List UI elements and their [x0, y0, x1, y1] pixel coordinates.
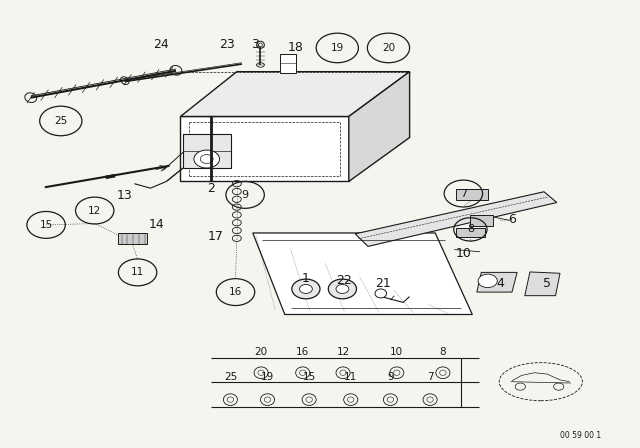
- Circle shape: [328, 279, 356, 299]
- Text: 15: 15: [40, 220, 52, 230]
- Text: 1: 1: [302, 272, 310, 285]
- Circle shape: [292, 279, 320, 299]
- Text: 15: 15: [303, 372, 316, 382]
- Text: 10: 10: [390, 347, 403, 357]
- Text: 13: 13: [117, 189, 132, 202]
- Text: 20: 20: [382, 43, 395, 53]
- Polygon shape: [349, 72, 410, 181]
- Text: 14: 14: [149, 217, 164, 231]
- Text: 19: 19: [261, 372, 274, 382]
- Polygon shape: [253, 233, 472, 314]
- Polygon shape: [456, 228, 485, 237]
- Text: 18: 18: [288, 41, 303, 55]
- Text: 12: 12: [337, 347, 349, 357]
- Text: 25: 25: [224, 372, 237, 382]
- Polygon shape: [280, 54, 296, 73]
- Circle shape: [300, 284, 312, 293]
- Text: 25: 25: [54, 116, 67, 126]
- Polygon shape: [525, 272, 560, 296]
- Polygon shape: [180, 72, 410, 116]
- Circle shape: [336, 284, 349, 293]
- Text: 16: 16: [229, 287, 242, 297]
- Text: 8: 8: [440, 347, 446, 357]
- Text: 5: 5: [543, 276, 551, 290]
- Text: 9: 9: [241, 190, 249, 200]
- Text: 11: 11: [131, 267, 144, 277]
- Ellipse shape: [375, 289, 387, 298]
- Text: 6: 6: [508, 213, 516, 226]
- Text: 16: 16: [296, 347, 309, 357]
- Text: 12: 12: [88, 206, 101, 215]
- FancyBboxPatch shape: [183, 134, 231, 168]
- Text: 20: 20: [255, 347, 268, 357]
- Text: 3: 3: [251, 38, 259, 52]
- FancyBboxPatch shape: [456, 189, 488, 200]
- Polygon shape: [180, 116, 349, 181]
- Polygon shape: [470, 215, 493, 226]
- Text: 21: 21: [375, 276, 390, 290]
- Circle shape: [478, 274, 497, 288]
- Text: 23: 23: [220, 38, 235, 52]
- Circle shape: [194, 150, 220, 168]
- Text: 9: 9: [387, 372, 394, 382]
- Text: 7: 7: [427, 372, 433, 382]
- Polygon shape: [118, 233, 147, 244]
- Text: 17: 17: [208, 230, 223, 243]
- Text: 8: 8: [467, 224, 474, 234]
- Text: 2: 2: [207, 181, 215, 195]
- Text: 10: 10: [456, 246, 471, 260]
- Text: 7: 7: [460, 189, 467, 198]
- Text: 22: 22: [336, 273, 351, 287]
- Text: 00 59 00 1: 00 59 00 1: [561, 431, 602, 440]
- Polygon shape: [355, 192, 557, 246]
- Text: 4: 4: [497, 276, 504, 290]
- Text: 24: 24: [154, 38, 169, 52]
- Polygon shape: [477, 272, 517, 292]
- Text: 11: 11: [344, 372, 357, 382]
- Text: 19: 19: [331, 43, 344, 53]
